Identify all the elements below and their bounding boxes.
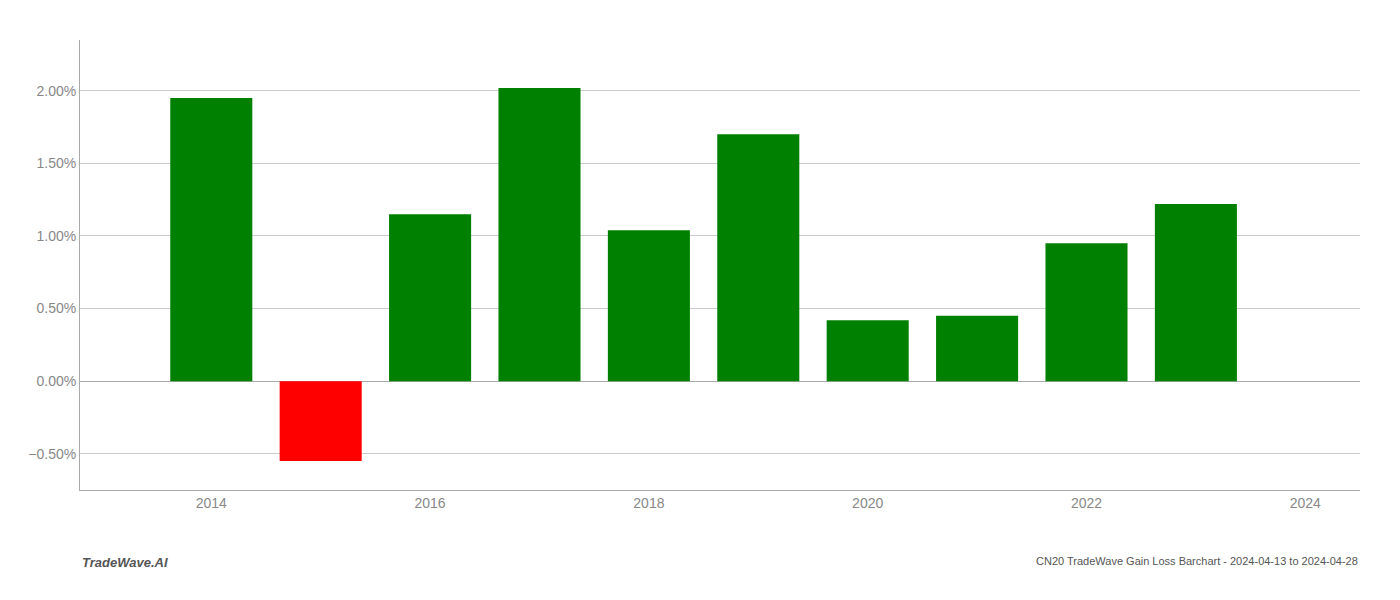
svg-text:−0.50%: −0.50% bbox=[28, 446, 76, 462]
svg-text:2024: 2024 bbox=[1290, 495, 1321, 511]
svg-text:2016: 2016 bbox=[415, 495, 446, 511]
svg-text:0.00%: 0.00% bbox=[36, 373, 76, 389]
svg-text:2.00%: 2.00% bbox=[36, 83, 76, 99]
svg-text:1.00%: 1.00% bbox=[36, 228, 76, 244]
svg-text:1.50%: 1.50% bbox=[36, 155, 76, 171]
svg-text:2020: 2020 bbox=[852, 495, 883, 511]
svg-text:0.50%: 0.50% bbox=[36, 300, 76, 316]
svg-text:2022: 2022 bbox=[1071, 495, 1102, 511]
svg-text:CN20 TradeWave Gain Loss Barch: CN20 TradeWave Gain Loss Barchart - 2024… bbox=[1036, 555, 1358, 567]
svg-text:2014: 2014 bbox=[196, 495, 227, 511]
svg-text:2018: 2018 bbox=[633, 495, 664, 511]
svg-text:TradeWave.AI: TradeWave.AI bbox=[82, 555, 168, 570]
